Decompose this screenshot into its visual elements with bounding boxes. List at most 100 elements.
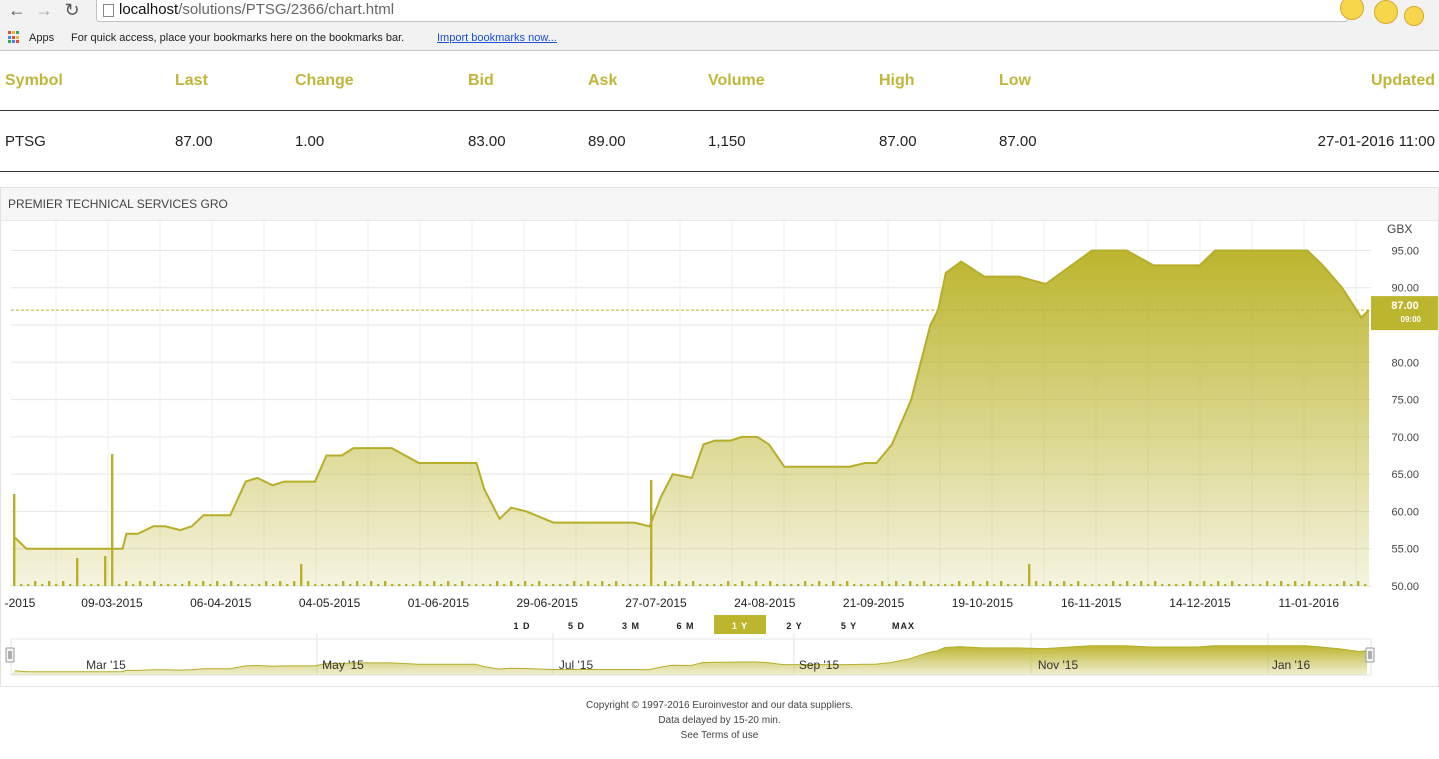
price-area-fill (14, 250, 1369, 586)
quote-table-header: Symbol Last Change Bid Ask Volume High L… (0, 50, 1439, 111)
chart-panel: PREMIER TECHNICAL SERVICES GRO 50.00 55.0… (0, 187, 1439, 687)
header-low: Low (999, 72, 1031, 89)
delay-note: Data delayed by 15-20 min. (658, 715, 781, 726)
range-button-label: 6 M (676, 621, 694, 631)
x-axis: -2015 09-03-2015 06-04-2015 04-05-2015 01-06… (5, 596, 1340, 610)
y-tick-label: 55.00 (1391, 544, 1419, 556)
x-tick-label: 21-09-2015 (843, 596, 905, 610)
range-button-6m[interactable]: 6 M (676, 621, 694, 631)
range-button-1d[interactable]: 1 D (513, 621, 530, 631)
range-button-label: 5 Y (841, 621, 857, 631)
header-bid: Bid (468, 72, 494, 89)
browser-chrome: ← → ↻ localhost/solutions/PTSG/2366/char… (0, 0, 1439, 51)
navigator-label: Jan '16 (1272, 658, 1311, 672)
cell-low: 87.00 (999, 133, 1037, 150)
price-line (14, 249, 1370, 550)
extension-icon[interactable] (1404, 6, 1424, 26)
range-button-label: 1 D (513, 621, 530, 631)
header-change: Change (295, 72, 354, 89)
y-tick-label: 50.00 (1391, 581, 1419, 593)
back-arrow-icon[interactable]: ← (8, 0, 26, 20)
x-tick-label: -2015 (5, 596, 36, 610)
range-button-5d[interactable]: 5 D (568, 621, 585, 631)
range-button-label: 2 Y (786, 621, 802, 631)
y-tick-label: 80.00 (1391, 357, 1419, 369)
y-tick-label: 95.00 (1391, 245, 1419, 257)
copyright-text: Copyright © 1997-2016 Euroinvestor and o… (586, 700, 853, 711)
cell-change: 1.00 (295, 133, 325, 150)
navigator-label: Jul '15 (559, 658, 594, 672)
header-high: High (879, 72, 915, 89)
price-chart[interactable]: 50.0055.0060.0065.0070.0075.0080.0085.00… (1, 221, 1438, 686)
y-tick-label: 90.00 (1391, 283, 1419, 295)
x-tick-label: 19-10-2015 (952, 596, 1014, 610)
forward-arrow-icon[interactable]: → (35, 0, 53, 20)
cell-last: 87.00 (175, 133, 213, 150)
x-tick-label: 24-08-2015 (734, 596, 796, 610)
cell-updated: 27-01-2016 11:00 (1317, 133, 1435, 150)
x-tick-label: 27-07-2015 (625, 596, 687, 610)
page-icon (103, 4, 114, 17)
header-symbol: Symbol (5, 72, 63, 89)
import-bookmarks-link[interactable]: Import bookmarks now... (437, 32, 557, 44)
navigator-label: May '15 (322, 658, 364, 672)
y-axis-unit: GBX (1387, 222, 1412, 236)
range-button-1y[interactable]: 1 Y (714, 615, 766, 634)
navigator-label: Nov '15 (1038, 658, 1079, 672)
navigator-label: Mar '15 (86, 658, 126, 672)
range-button-3m[interactable]: 3 M (622, 621, 640, 631)
bookmarks-hint: For quick access, place your bookmarks h… (71, 32, 405, 44)
cell-high: 87.00 (879, 133, 917, 150)
reload-icon[interactable]: ↻ (64, 0, 80, 20)
url-host: localhost (119, 1, 179, 18)
navigator-line (14, 645, 1368, 673)
range-button-label: 3 M (622, 621, 640, 631)
y-tick-label: 70.00 (1391, 432, 1419, 444)
y-tick-label: 75.00 (1391, 395, 1419, 407)
url-path: /solutions/PTSG/2366/chart.html (178, 1, 395, 18)
navigator-area (11, 645, 1367, 675)
range-button-2y[interactable]: 2 Y (786, 621, 802, 631)
x-tick-label: 06-04-2015 (190, 596, 252, 610)
range-button-5y[interactable]: 5 Y (841, 621, 857, 631)
address-bar[interactable]: localhost/solutions/PTSG/2366/chart.html (96, 0, 1348, 22)
url-text: localhost/solutions/PTSG/2366/chart.html (119, 0, 394, 20)
range-button-label: 1 Y (732, 621, 748, 631)
volume-bar (13, 494, 16, 586)
extension-icon[interactable] (1374, 0, 1398, 24)
range-button-max[interactable]: MAX (892, 621, 915, 631)
x-tick-label: 01-06-2015 (408, 596, 470, 610)
y-tick-label: 60.00 (1391, 506, 1419, 518)
x-tick-label: 14-12-2015 (1169, 596, 1231, 610)
range-button-active-bg (714, 615, 766, 634)
range-selector: 1 D 5 D 3 M 6 M 1 Y 2 Y 5 Y MAX (513, 615, 915, 634)
header-ask: Ask (588, 72, 618, 89)
volume-bar (111, 454, 114, 586)
x-tick-label: 04-05-2015 (299, 596, 361, 610)
last-price-label: 87.00 (1391, 300, 1419, 312)
navigator-handle[interactable] (5, 647, 15, 663)
navigator-handle[interactable] (1365, 647, 1375, 663)
terms-link[interactable]: See Terms of use (680, 730, 759, 741)
cell-volume: 1,150 (708, 133, 746, 150)
header-last: Last (175, 72, 208, 89)
last-price-marker: 87.00 09:00 (11, 296, 1438, 331)
extension-icon[interactable] (1340, 0, 1364, 20)
range-button-label: 5 D (568, 621, 585, 631)
y-tick-label: 65.00 (1391, 469, 1419, 481)
bookmarks-apps-link[interactable]: Apps (29, 32, 55, 44)
price-area (14, 249, 1370, 586)
navigator-label: Sep '15 (799, 658, 840, 672)
header-updated: Updated (1371, 72, 1435, 89)
x-tick-label: 09-03-2015 (81, 596, 143, 610)
x-tick-label: 16-11-2015 (1061, 596, 1122, 610)
last-time-label: 09:00 (1401, 315, 1422, 324)
x-tick-label: 11-01-2016 (1279, 596, 1340, 610)
cell-ask: 89.00 (588, 133, 626, 150)
quote-table: Symbol Last Change Bid Ask Volume High L… (0, 50, 1439, 172)
cell-bid: 83.00 (468, 133, 506, 150)
navigator[interactable]: Mar '15 May '15 Jul '15 Sep '15 Nov '15 Jan '… (5, 633, 1375, 676)
last-price-badge (1371, 296, 1438, 331)
table-row: PTSG 87.00 1.00 83.00 89.00 1,150 87.00 … (0, 111, 1439, 172)
apps-grid-icon[interactable] (8, 31, 21, 44)
